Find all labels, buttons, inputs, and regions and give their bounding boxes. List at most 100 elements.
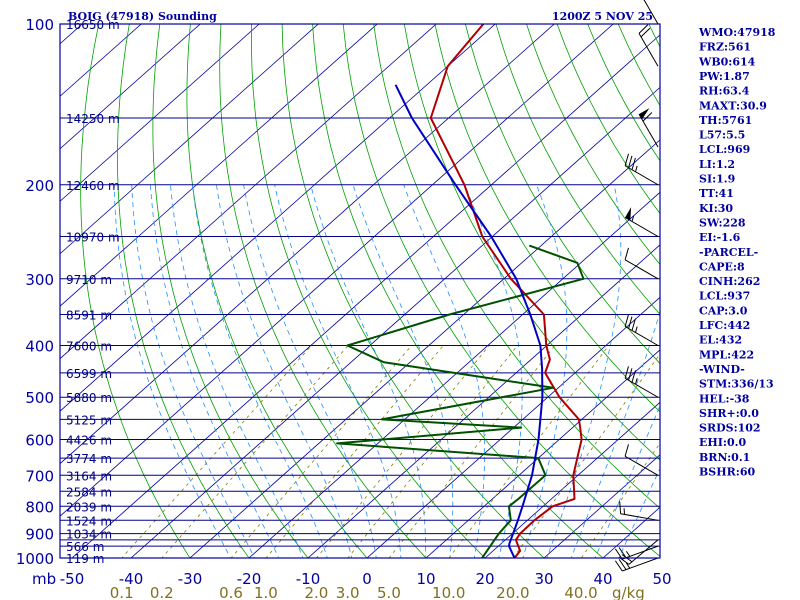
- index-entry: LI:1.2: [699, 158, 735, 171]
- index-entry: STM:336/13: [699, 378, 774, 391]
- mixing-ratio-line: [388, 345, 556, 558]
- mixing-ratio-tick: 3.0: [336, 584, 360, 600]
- height-label: 7600 m: [66, 340, 112, 354]
- index-entry: RH:63.4: [699, 85, 750, 98]
- height-label: 1524 m: [66, 514, 112, 528]
- wind-barb-half-feather: [635, 378, 638, 385]
- dry-adiabat: [152, 24, 309, 558]
- sounding-time: 1200Z 5 NOV 25: [552, 10, 653, 23]
- wind-barb-feather: [614, 560, 623, 572]
- height-label: 1034 m: [66, 528, 112, 542]
- pressure-tick-200: 200: [25, 177, 54, 195]
- wind-barb: [614, 557, 659, 572]
- height-label: 4426 m: [66, 434, 112, 448]
- chart-title: BOIG (47918) Sounding: [68, 10, 217, 23]
- index-entry: -PARCEL-: [699, 246, 758, 259]
- mixing-ratio-line: [265, 345, 444, 558]
- wind-barb: [638, 24, 659, 67]
- wind-barb: [619, 501, 659, 521]
- mixing-ratio-tick: 0.6: [219, 584, 243, 600]
- index-entry: BRN:0.1: [699, 451, 750, 464]
- wind-barb: [638, 108, 659, 148]
- index-entry: TH:5761: [699, 114, 752, 127]
- temperature-tick: 0: [362, 570, 372, 588]
- wind-barb: [624, 444, 659, 476]
- height-label: 566 m: [66, 540, 104, 554]
- dry-adiabat: [373, 24, 660, 509]
- height-label: 3774 m: [66, 452, 112, 466]
- isotherm: [60, 24, 614, 517]
- isotherm: [60, 24, 260, 202]
- mixing-ratio-line: [347, 345, 518, 558]
- chart-grid: [60, 24, 800, 569]
- moist-adiabat: [464, 184, 523, 558]
- moist-adiabat: [618, 467, 660, 558]
- wind-barb-staff: [628, 539, 659, 565]
- wind-barb-staff: [624, 259, 659, 280]
- index-entry: LCL:969: [699, 143, 750, 156]
- dry-adiabat: [342, 24, 660, 557]
- wind-barb-feather: [614, 548, 623, 560]
- isotherm: [602, 506, 660, 558]
- wind-barb-staff: [622, 545, 659, 560]
- dry-adiabat: [80, 24, 191, 558]
- mixing-ratio-tick: 2.0: [304, 584, 328, 600]
- wind-barb-feather: [631, 370, 636, 383]
- mixing-ratio-tick: 0.1: [110, 584, 134, 600]
- moist-adiabat: [243, 184, 377, 558]
- mixing-ratio-line: [121, 345, 312, 558]
- pressure-tick-1000: 1000: [16, 550, 54, 568]
- dry-adiabat: [117, 24, 250, 558]
- wind-barb: [624, 207, 659, 237]
- index-entry: TT:41: [699, 187, 734, 200]
- dry-adiabat: [526, 24, 660, 266]
- mixing-ratio-tick: 1.0: [254, 584, 278, 600]
- moist-adiabat: [570, 310, 660, 558]
- mixing-ratio-line: [316, 345, 490, 558]
- index-entry: MAXT:30.9: [699, 99, 767, 112]
- isotherm: [248, 191, 660, 558]
- index-entry: PW:1.87: [699, 70, 750, 83]
- wind-barb-half-feather: [631, 215, 635, 222]
- dry-adiabat: [434, 24, 660, 413]
- index-entry: CINH:262: [699, 275, 760, 288]
- isotherm: [307, 244, 660, 558]
- isotherm: [366, 296, 660, 558]
- index-entry: BSHR:60: [699, 466, 755, 479]
- wind-barb: [624, 153, 659, 186]
- height-label: 12460 m: [66, 179, 120, 193]
- pressure-tick-400: 400: [25, 338, 54, 356]
- wind-barb-flag: [639, 108, 650, 120]
- wind-barb: [618, 539, 659, 565]
- height-label: 5125 m: [66, 413, 112, 427]
- dry-adiabat: [403, 24, 660, 461]
- index-entry: EI:-1.6: [699, 231, 741, 244]
- moist-adiabat: [113, 184, 231, 558]
- wind-barb-feather: [628, 368, 633, 381]
- wind-barb-feather: [640, 27, 651, 38]
- profiles: [336, 24, 585, 558]
- wind-barb-feather: [624, 366, 629, 379]
- dry-adiabat: [771, 24, 800, 569]
- height-label: 3164 m: [66, 469, 112, 483]
- isotherm: [130, 86, 660, 558]
- wind-barb-staff: [620, 513, 659, 521]
- index-entry: HEL:-38: [699, 392, 750, 405]
- temperature-tick: -10: [296, 570, 321, 588]
- moist-adiabat: [352, 184, 454, 558]
- index-entry: EL:432: [699, 334, 742, 347]
- index-entry: SRDS:102: [699, 422, 761, 435]
- wind-barb-half-feather: [625, 550, 631, 557]
- temperature-tick: 50: [652, 570, 671, 588]
- isotherm: [60, 24, 378, 307]
- wind-barb-feather: [618, 547, 627, 559]
- wind-barb-feather: [628, 316, 633, 329]
- mixing-ratio-line: [161, 345, 349, 558]
- temperature-tick: -20: [237, 570, 262, 588]
- mixing-ratio-tick: 40.0: [564, 584, 597, 600]
- moist-adiabat: [274, 184, 402, 558]
- mixing-ratio-tick: 5.0: [377, 584, 401, 600]
- isotherm: [71, 34, 660, 558]
- dry-adiabat: [281, 24, 545, 558]
